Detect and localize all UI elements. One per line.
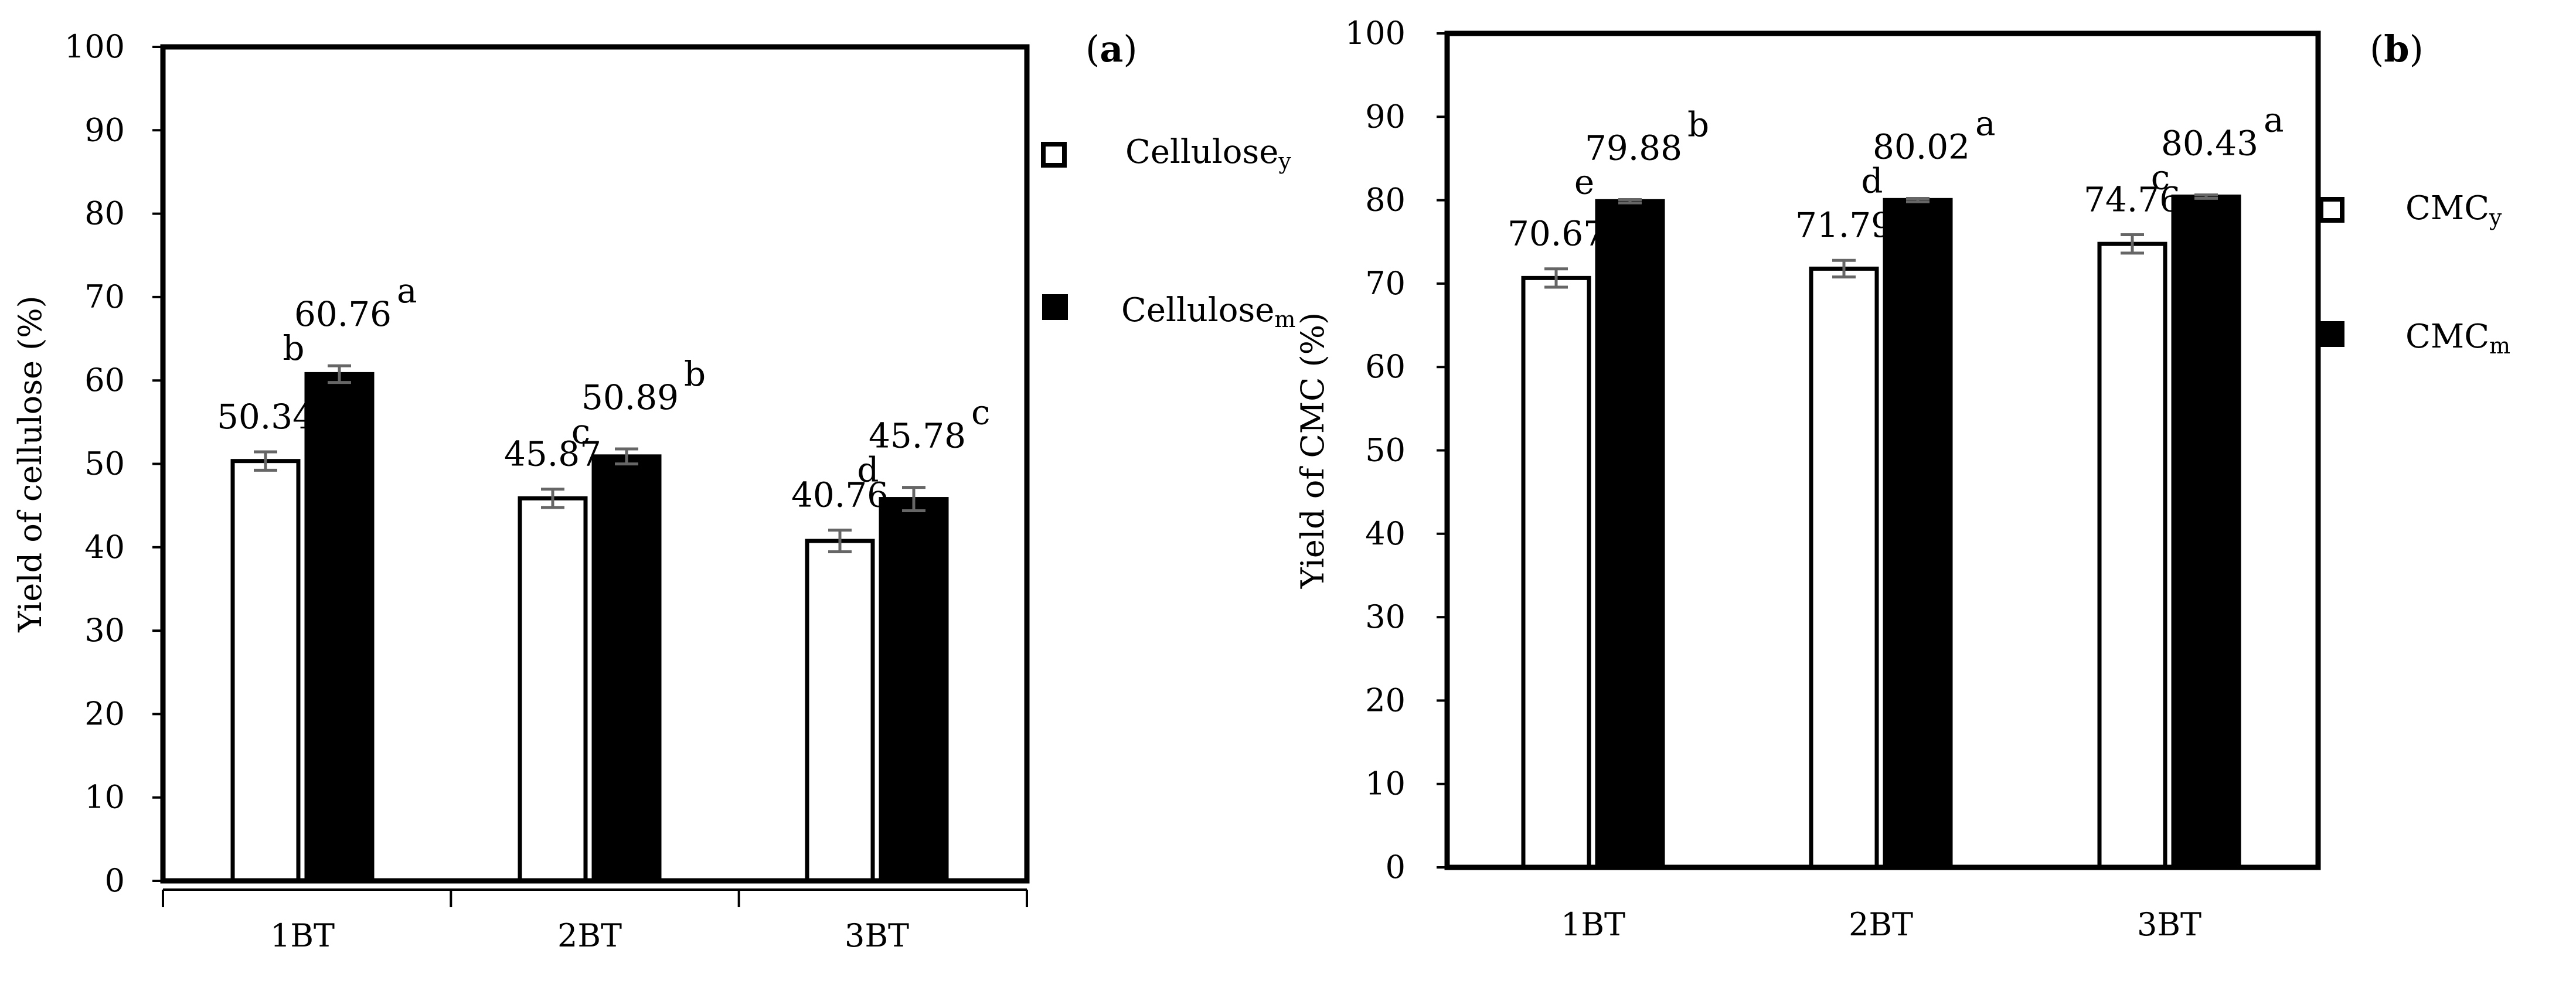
x-tick-label: 2BT [1849, 906, 1913, 943]
significance-letter: a [1975, 103, 1996, 143]
y-tick-label: 60 [84, 362, 125, 399]
bar-cellulose-y-2BT [518, 496, 588, 883]
y-tick-label: 80 [1365, 182, 1406, 219]
data-label: 74.76 [2084, 180, 2181, 220]
y-tick-label: 20 [84, 695, 125, 732]
x-tick-label: 1BT [1561, 906, 1625, 943]
data-label: 60.76 [294, 294, 392, 334]
y-tick-label: 10 [1365, 765, 1406, 802]
y-tick-label: 90 [1365, 98, 1406, 135]
significance-letter: d [1861, 161, 1883, 200]
y-tick-label: 90 [84, 111, 125, 148]
chart-panel-a: 0 10 20 30 40 50 60 70 80 90 100 Yield of cellulose… [12, 28, 1295, 954]
legend-swatch-y [2319, 197, 2344, 223]
bar-cmc-m-2BT [1883, 198, 1953, 870]
data-label: 45.87 [504, 434, 601, 474]
bar-cellulose-m-2BT [591, 454, 662, 883]
chart-panel-b: 0 10 20 30 40 50 60 70 80 90 100 Yield of CMC (%) 1B… [1294, 15, 2510, 943]
x-tick-label: 1BT [270, 917, 335, 954]
bar-cellulose-m-3BT [879, 497, 949, 883]
bar-cmc-m-3BT [2171, 194, 2241, 870]
significance-letter: e [1574, 162, 1594, 202]
legend-label-y: Cellulosey [1125, 133, 1291, 174]
x-tick-label: 3BT [2137, 906, 2201, 943]
bar-cellulose-y-1BT [230, 459, 301, 883]
data-label: 70.67 [1508, 214, 1605, 254]
legend-swatch-m [2319, 321, 2344, 347]
y-tick-label: 10 [84, 779, 125, 816]
panel-label: (a) [1085, 28, 1138, 70]
data-label: 80.02 [1873, 127, 1970, 166]
data-label: 71.79 [1795, 205, 1893, 245]
y-tick-label: 60 [1365, 348, 1406, 385]
significance-letter: b [684, 354, 706, 394]
y-tick-label: 50 [84, 445, 125, 482]
panel-label: (b) [2370, 28, 2424, 70]
y-tick-label: 80 [84, 195, 125, 232]
y-tick-label: 40 [84, 529, 125, 566]
bar-cellulose-y-3BT [805, 539, 875, 883]
y-tick-label: 0 [105, 862, 125, 899]
bar-cmc-m-1BT [1595, 199, 1665, 870]
significance-letter: a [397, 271, 417, 311]
significance-letter: b [283, 328, 304, 368]
plot-frame [1444, 30, 2321, 870]
bar-cmc-y-2BT [1809, 266, 1879, 870]
significance-letter: d [857, 450, 879, 490]
y-tick-label: 20 [1365, 682, 1406, 719]
y-tick-label: 100 [1345, 15, 1406, 52]
legend-swatch-y [1041, 142, 1067, 168]
significance-letter: c [971, 393, 990, 433]
legend-label-m: Cellulosem [1121, 291, 1295, 332]
data-label: 80.43 [2161, 124, 2258, 164]
data-label: 50.89 [581, 377, 679, 417]
plot-frame [160, 44, 1030, 884]
significance-letter: c [571, 411, 590, 451]
data-label: 45.78 [869, 416, 966, 456]
data-label: 40.76 [791, 475, 889, 515]
bar-cmc-y-3BT [2097, 241, 2167, 870]
y-axis-label: Yield of CMC (%) [1294, 312, 1331, 589]
data-label: 79.88 [1585, 128, 1682, 168]
data-label: 50.34 [217, 397, 314, 437]
y-tick-label: 50 [1365, 432, 1406, 469]
y-tick-label: 30 [1365, 598, 1406, 635]
legend-label-m: CMCm [2405, 318, 2510, 359]
y-axis-label: Yield of cellulose (%) [12, 295, 49, 632]
x-tick-label: 3BT [845, 917, 909, 954]
y-tick-label: 100 [64, 28, 125, 65]
legend-label-y: CMCy [2405, 189, 2502, 230]
bar-cmc-y-1BT [1521, 275, 1591, 870]
y-tick-label: 30 [84, 612, 125, 649]
bar-cellulose-m-1BT [304, 372, 375, 883]
y-tick-label: 70 [1365, 265, 1406, 302]
significance-letter: b [1687, 104, 1709, 144]
legend-swatch-m [1042, 294, 1068, 320]
x-tick-label: 2BT [557, 917, 622, 954]
y-tick-label: 70 [84, 278, 125, 315]
significance-letter: c [2151, 158, 2170, 198]
y-tick-label: 40 [1365, 515, 1406, 552]
significance-letter: a [2264, 100, 2284, 140]
y-tick-label: 0 [1386, 849, 1406, 886]
